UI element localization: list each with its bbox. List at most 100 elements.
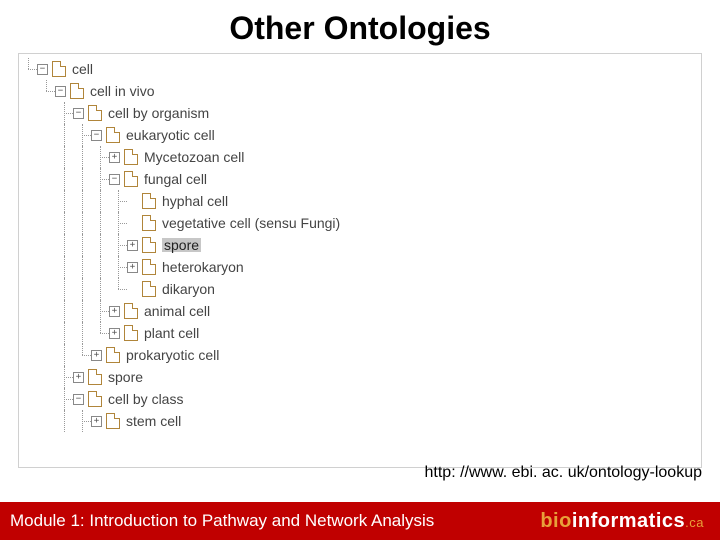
tree-connector [91, 168, 109, 190]
tree-node[interactable]: dikaryon [19, 278, 701, 300]
tree-connector [73, 344, 91, 366]
tree-node-label[interactable]: cell in vivo [90, 84, 155, 98]
tree-connector [55, 278, 73, 300]
collapse-icon[interactable]: − [55, 86, 66, 97]
tree-node-label[interactable]: cell by organism [108, 106, 209, 120]
tree-node[interactable]: − fungal cell [19, 168, 701, 190]
collapse-icon[interactable]: − [91, 130, 102, 141]
page-icon [142, 259, 156, 275]
tree-node[interactable]: + plant cell [19, 322, 701, 344]
tree-connector [37, 124, 55, 146]
page-icon [142, 237, 156, 253]
tree-node-label[interactable]: cell [72, 62, 93, 76]
tree-connector [19, 190, 37, 212]
collapse-icon[interactable]: − [109, 174, 120, 185]
tree-node[interactable]: − cell by organism [19, 102, 701, 124]
tree-node-label[interactable]: fungal cell [144, 172, 207, 186]
tree-node-label[interactable]: vegetative cell (sensu Fungi) [162, 216, 340, 230]
tree-node-label[interactable]: dikaryon [162, 282, 215, 296]
tree-connector [73, 190, 91, 212]
page-title: Other Ontologies [0, 10, 720, 47]
page-icon [124, 325, 138, 341]
tree-connector [37, 366, 55, 388]
tree-node-label[interactable]: eukaryotic cell [126, 128, 215, 142]
tree-connector [109, 234, 127, 256]
tree-node-label[interactable]: plant cell [144, 326, 199, 340]
source-url: http: //www. ebi. ac. uk/ontology-lookup [425, 464, 702, 482]
tree-connector [91, 190, 109, 212]
toggle-blank [127, 196, 138, 207]
page-icon [124, 171, 138, 187]
tree-connector [37, 102, 55, 124]
tree-node[interactable]: − cell by class [19, 388, 701, 410]
tree-node[interactable]: + heterokaryon [19, 256, 701, 278]
tree-node[interactable]: + Mycetozoan cell [19, 146, 701, 168]
tree-connector [19, 124, 37, 146]
tree-node[interactable]: hyphal cell [19, 190, 701, 212]
collapse-icon[interactable]: − [73, 108, 84, 119]
tree-connector [19, 168, 37, 190]
tree-node-label[interactable]: spore [162, 238, 201, 252]
page-icon [70, 83, 84, 99]
expand-icon[interactable]: + [127, 262, 138, 273]
tree-node[interactable]: vegetative cell (sensu Fungi) [19, 212, 701, 234]
tree-node-label[interactable]: heterokaryon [162, 260, 244, 274]
tree-connector [91, 256, 109, 278]
tree-connector [37, 278, 55, 300]
expand-icon[interactable]: + [127, 240, 138, 251]
tree-node-label[interactable]: Mycetozoan cell [144, 150, 244, 164]
tree-connector [55, 300, 73, 322]
tree-connector [73, 322, 91, 344]
toggle-blank [127, 284, 138, 295]
tree-connector [73, 168, 91, 190]
tree-connector [91, 278, 109, 300]
tree-connector [19, 410, 37, 432]
tree-node[interactable]: + prokaryotic cell [19, 344, 701, 366]
expand-icon[interactable]: + [109, 306, 120, 317]
tree-node[interactable]: + stem cell [19, 410, 701, 432]
tree-connector [91, 300, 109, 322]
tree-connector [37, 80, 55, 102]
tree-connector [73, 300, 91, 322]
logo-suffix: .ca [685, 515, 704, 530]
module-label: Module 1: Introduction to Pathway and Ne… [10, 511, 434, 531]
tree-node-label[interactable]: animal cell [144, 304, 210, 318]
tree-node-label[interactable]: stem cell [126, 414, 181, 428]
tree-node-label[interactable]: spore [108, 370, 143, 384]
tree-node[interactable]: + spore [19, 366, 701, 388]
collapse-icon[interactable]: − [37, 64, 48, 75]
tree-connector [19, 80, 37, 102]
tree-connector [55, 256, 73, 278]
tree-connector [37, 388, 55, 410]
tree-node[interactable]: − eukaryotic cell [19, 124, 701, 146]
tree-connector [55, 388, 73, 410]
tree-connector [91, 322, 109, 344]
tree-node-label[interactable]: hyphal cell [162, 194, 228, 208]
tree-node[interactable]: − cell in vivo [19, 80, 701, 102]
expand-icon[interactable]: + [109, 328, 120, 339]
tree-connector [91, 146, 109, 168]
tree-node-label[interactable]: cell by class [108, 392, 183, 406]
tree-connector [55, 366, 73, 388]
page-icon [88, 391, 102, 407]
tree-connector [73, 146, 91, 168]
tree-connector [55, 102, 73, 124]
collapse-icon[interactable]: − [73, 394, 84, 405]
tree-connector [55, 410, 73, 432]
expand-icon[interactable]: + [91, 350, 102, 361]
expand-icon[interactable]: + [91, 416, 102, 427]
tree-node[interactable]: + spore [19, 234, 701, 256]
tree-connector [37, 344, 55, 366]
tree-connector [19, 344, 37, 366]
expand-icon[interactable]: + [73, 372, 84, 383]
tree-connector [55, 168, 73, 190]
expand-icon[interactable]: + [109, 152, 120, 163]
tree-node[interactable]: − cell [19, 58, 701, 80]
tree-connector [37, 410, 55, 432]
tree-connector [19, 366, 37, 388]
tree-node-label[interactable]: prokaryotic cell [126, 348, 219, 362]
tree-connector [109, 256, 127, 278]
tree-node[interactable]: + animal cell [19, 300, 701, 322]
page-icon [52, 61, 66, 77]
tree-connector [19, 256, 37, 278]
